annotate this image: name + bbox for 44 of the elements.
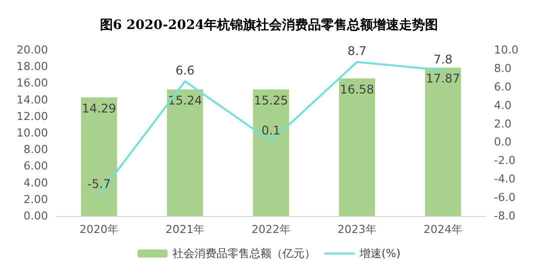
y2-tick-label: 4.0 [494,98,512,112]
y-tick-label: 18.00 [16,60,48,74]
y2-tick-label: -8.0 [494,210,516,222]
y-tick-label: 6.00 [24,160,48,173]
bar [424,68,462,216]
y-tick-label: 14.00 [16,93,48,106]
y2-tick-label: 2.0 [494,117,512,130]
legend-label: 增速(%) [358,247,401,260]
y-tick-label: 0.00 [24,210,48,222]
x-tick-label: 2024年 [424,223,462,236]
y-tick-label: 16.00 [16,76,48,90]
bar [338,78,376,216]
y2-tick-label: 10.0 [494,44,518,56]
data-label: 15.25 [254,93,288,108]
x-tick-label: 2022年 [252,223,290,236]
y-tick-label: 4.00 [24,176,48,190]
chart-title: 图6 2020-2024年杭锦旗社会消费品零售总额增速走势图 [100,17,438,33]
y2-tick-label: 0.0 [494,136,512,149]
data-label: 17.87 [426,72,460,86]
data-label: 8.7 [347,44,367,58]
y-tick-label: 8.00 [24,143,48,156]
bar [80,97,118,216]
data-label: 6.6 [175,63,195,78]
data-label: 16.58 [340,82,374,96]
bar [252,89,290,216]
y2-tick-label: -6.0 [494,191,516,204]
y-tick-label: 2.00 [24,192,48,206]
y-tick-label: 10.00 [16,126,48,140]
x-tick-label: 2023年 [338,223,376,236]
data-label: 15.24 [168,94,202,108]
data-label: 7.8 [433,52,453,66]
y2-tick-label: -2.0 [494,154,516,168]
data-label: -5.7 [87,176,111,191]
y2-tick-label: 8.0 [494,62,512,75]
y-tick-label: 20.00 [16,44,48,56]
x-tick-label: 2020年 [80,223,118,236]
legend-label: 社会消费品零售总额（亿元） [172,247,316,260]
bar [166,90,204,216]
y-tick-label: 12.00 [16,110,48,123]
x-tick-label: 2021年 [166,223,204,236]
data-label: 14.29 [82,101,116,116]
y2-tick-label: 6.0 [494,80,512,94]
y2-tick-label: -4.0 [494,172,516,186]
data-label: 0.1 [261,123,281,138]
